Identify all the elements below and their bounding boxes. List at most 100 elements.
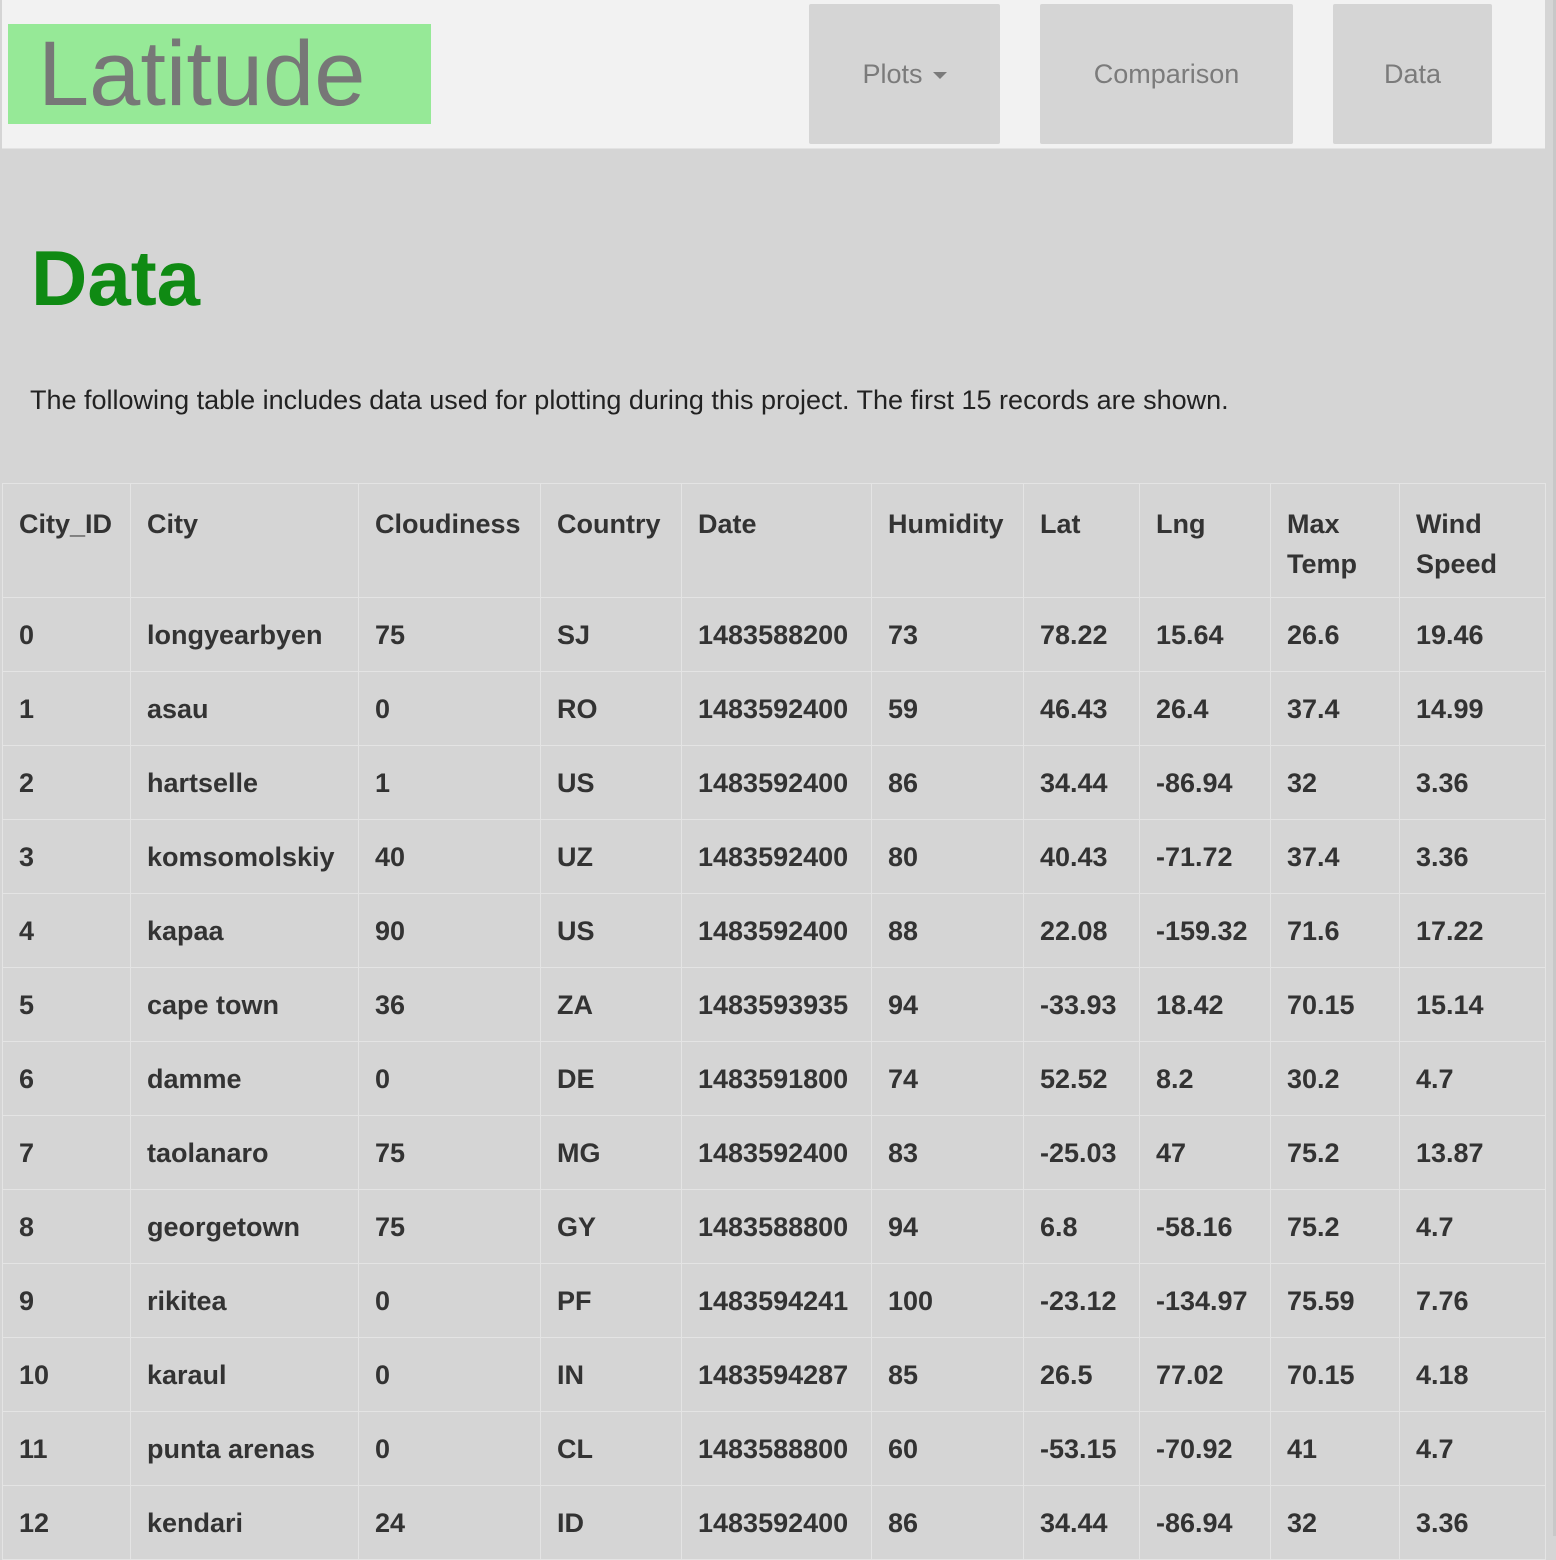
column-header-lat: Lat xyxy=(1023,483,1140,598)
table-cell: 1 xyxy=(2,671,131,746)
table-cell: 0 xyxy=(358,671,541,746)
table-cell: CL xyxy=(540,1411,682,1486)
table-row: 12 kendari 24 ID 1483592400 86 34.44 -86.94 32 3.… xyxy=(2,1485,1546,1560)
column-header-country: Country xyxy=(540,483,682,598)
table-cell: 22.08 xyxy=(1023,893,1140,968)
table-cell: -86.94 xyxy=(1139,1485,1271,1560)
table-cell: UZ xyxy=(540,819,682,894)
table-cell: 19.46 xyxy=(1399,597,1546,672)
table-cell: 18.42 xyxy=(1139,967,1271,1042)
column-header-wind-speed: Wind Speed xyxy=(1399,483,1546,598)
table-cell: 47 xyxy=(1139,1115,1271,1190)
brand-logo-link[interactable]: Latitude xyxy=(8,24,431,124)
table-cell: 1483591800 xyxy=(681,1041,872,1116)
table-cell: 74 xyxy=(871,1041,1024,1116)
table-cell: -70.92 xyxy=(1139,1411,1271,1486)
table-cell: 0 xyxy=(358,1041,541,1116)
table-cell: -23.12 xyxy=(1023,1263,1140,1338)
table-row: 10 karaul 0 IN 1483594287 85 26.5 77.02 70.15 4.1… xyxy=(2,1337,1546,1412)
table-cell: -53.15 xyxy=(1023,1411,1140,1486)
table-row: 9 rikitea 0 PF 1483594241 100 -23.12 -134.97 75.… xyxy=(2,1263,1546,1338)
nav-plots-dropdown[interactable]: Plots xyxy=(809,4,1000,144)
table-cell: IN xyxy=(540,1337,682,1412)
table-cell: 75 xyxy=(358,597,541,672)
table-cell: 1483592400 xyxy=(681,671,872,746)
table-cell: PF xyxy=(540,1263,682,1338)
table-cell: 73 xyxy=(871,597,1024,672)
table-row: 2 hartselle 1 US 1483592400 86 34.44 -86.94 32 3.… xyxy=(2,745,1546,820)
table-cell: 3.36 xyxy=(1399,819,1546,894)
table-cell: georgetown xyxy=(130,1189,359,1264)
table-cell: 7.76 xyxy=(1399,1263,1546,1338)
table-cell: 26.6 xyxy=(1270,597,1400,672)
column-header-lng: Lng xyxy=(1139,483,1271,598)
column-header-city: City xyxy=(130,483,359,598)
table-cell: 32 xyxy=(1270,1485,1400,1560)
table-cell: 3 xyxy=(2,819,131,894)
table-cell: 8 xyxy=(2,1189,131,1264)
table-cell: taolanaro xyxy=(130,1115,359,1190)
table-cell: -33.93 xyxy=(1023,967,1140,1042)
table-row: 8 georgetown 75 GY 1483588800 94 6.8 -58.16 75.2… xyxy=(2,1189,1546,1264)
table-cell: 86 xyxy=(871,1485,1024,1560)
intro-text: The following table includes data used f… xyxy=(30,385,1229,415)
table-cell: 1483592400 xyxy=(681,1115,872,1190)
table-cell: DE xyxy=(540,1041,682,1116)
table-cell: -86.94 xyxy=(1139,745,1271,820)
table-cell: 1483593935 xyxy=(681,967,872,1042)
table-cell: US xyxy=(540,893,682,968)
nav-data-link[interactable]: Data xyxy=(1333,4,1492,144)
vertical-scrollbar[interactable] xyxy=(1553,0,1556,1536)
nav-comparison-link[interactable]: Comparison xyxy=(1040,4,1293,144)
table-cell: 52.52 xyxy=(1023,1041,1140,1116)
table-row: 6 damme 0 DE 1483591800 74 52.52 8.2 30.2 4.7 xyxy=(2,1041,1546,1116)
table-cell: komsomolskiy xyxy=(130,819,359,894)
table-cell: -134.97 xyxy=(1139,1263,1271,1338)
table-cell: 94 xyxy=(871,967,1024,1042)
table-cell: ZA xyxy=(540,967,682,1042)
table-cell: 1483592400 xyxy=(681,893,872,968)
table-cell: 3.36 xyxy=(1399,1485,1546,1560)
column-header-cloudiness: Cloudiness xyxy=(358,483,541,598)
table-cell: 26.4 xyxy=(1139,671,1271,746)
table-cell: 1483592400 xyxy=(681,745,872,820)
table-cell: punta arenas xyxy=(130,1411,359,1486)
table-cell: 9 xyxy=(2,1263,131,1338)
table-cell: 34.44 xyxy=(1023,745,1140,820)
table-cell: 30.2 xyxy=(1270,1041,1400,1116)
table-cell: 36 xyxy=(358,967,541,1042)
column-header-city-id: City_ID xyxy=(2,483,131,598)
table-cell: GY xyxy=(540,1189,682,1264)
table-cell: 80 xyxy=(871,819,1024,894)
table-cell: 4.7 xyxy=(1399,1411,1546,1486)
table-cell: 85 xyxy=(871,1337,1024,1412)
table-cell: 75.59 xyxy=(1270,1263,1400,1338)
table-cell: 4 xyxy=(2,893,131,968)
table-cell: 13.87 xyxy=(1399,1115,1546,1190)
table-cell: 78.22 xyxy=(1023,597,1140,672)
table-cell: damme xyxy=(130,1041,359,1116)
table-cell: 0 xyxy=(358,1337,541,1412)
table-cell: 11 xyxy=(2,1411,131,1486)
column-header-date: Date xyxy=(681,483,872,598)
table-cell: -159.32 xyxy=(1139,893,1271,968)
table-cell: 83 xyxy=(871,1115,1024,1190)
table-cell: kapaa xyxy=(130,893,359,968)
table-cell: 75.2 xyxy=(1270,1115,1400,1190)
table-cell: -71.72 xyxy=(1139,819,1271,894)
table-cell: 24 xyxy=(358,1485,541,1560)
table-cell: RO xyxy=(540,671,682,746)
table-cell: 6 xyxy=(2,1041,131,1116)
table-cell: 100 xyxy=(871,1263,1024,1338)
table-row: 5 cape town 36 ZA 1483593935 94 -33.93 18.42 70.… xyxy=(2,967,1546,1042)
nav-plots-label: Plots xyxy=(862,58,923,89)
table-cell: 6.8 xyxy=(1023,1189,1140,1264)
table-cell: 14.99 xyxy=(1399,671,1546,746)
table-cell: 75 xyxy=(358,1189,541,1264)
table-cell: -58.16 xyxy=(1139,1189,1271,1264)
table-cell: 15.14 xyxy=(1399,967,1546,1042)
table-row: 3 komsomolskiy 40 UZ 1483592400 80 40.43 -71.72… xyxy=(2,819,1546,894)
table-cell: cape town xyxy=(130,967,359,1042)
table-cell: 1 xyxy=(358,745,541,820)
table-cell: 88 xyxy=(871,893,1024,968)
